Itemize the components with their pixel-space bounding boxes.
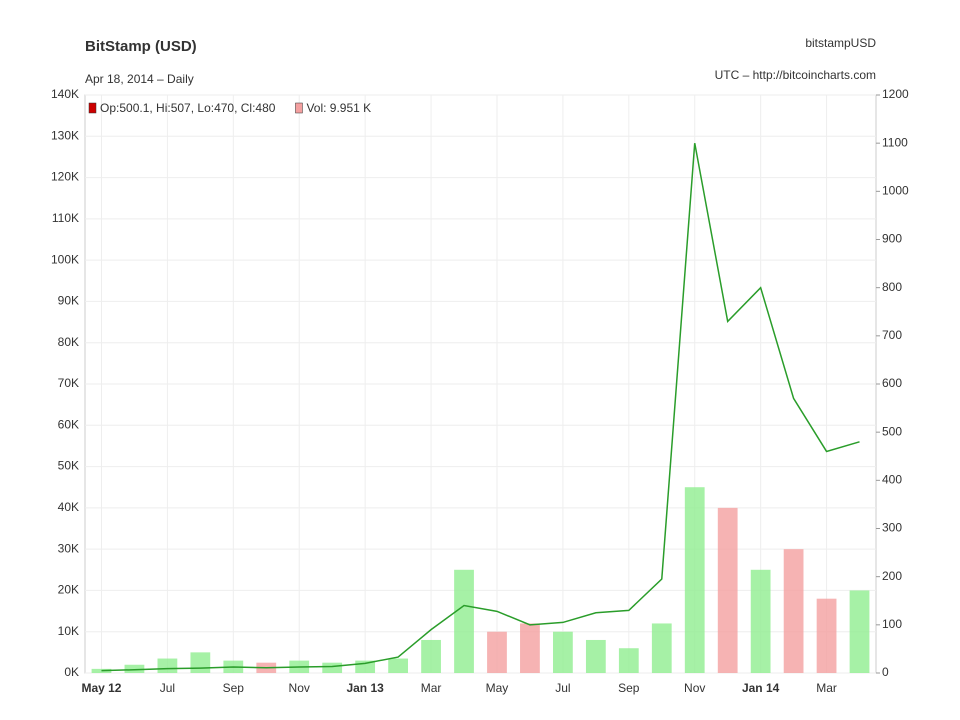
legend-label: Vol: 9.951 K — [306, 101, 371, 115]
y2-tick-label: 500 — [882, 424, 902, 438]
x-tick-label: Mar — [816, 681, 837, 695]
y-tick-label: 30K — [58, 541, 79, 555]
x-tick-label: Jul — [555, 681, 570, 695]
x-tick-label: Jan 14 — [742, 681, 780, 695]
volume-bar — [684, 487, 705, 673]
volume-bar — [651, 623, 672, 673]
volume-bar — [750, 569, 771, 673]
volume-bar — [91, 668, 112, 673]
y2-tick-label: 100 — [882, 617, 902, 631]
y2-tick-label: 600 — [882, 376, 902, 390]
volume-bar — [717, 507, 738, 673]
x-tick-label: Nov — [684, 681, 705, 695]
y2-tick-label: 300 — [882, 521, 902, 535]
x-tick-label: Nov — [289, 681, 310, 695]
y2-tick-label: 400 — [882, 473, 902, 487]
y-tick-label: 120K — [51, 170, 79, 184]
source: UTC – http://bitcoincharts.com — [715, 68, 876, 82]
price-line — [101, 143, 860, 672]
volume-bar — [322, 662, 343, 673]
volume-bar — [553, 631, 573, 673]
y-tick-label: 70K — [58, 376, 79, 390]
y2-tick-label: 800 — [882, 280, 902, 294]
x-tick-label: May — [486, 681, 509, 695]
y2-tick-label: 1000 — [882, 184, 909, 198]
y2-tick-label: 1100 — [882, 135, 908, 149]
y2-tick-label: 0 — [882, 665, 889, 679]
y2-tick-label: 200 — [882, 569, 902, 583]
y-tick-label: 10K — [58, 624, 79, 638]
volume-bar — [388, 658, 408, 673]
x-tick-label: Mar — [421, 681, 442, 695]
volume-bar — [585, 639, 606, 673]
y-tick-label: 110K — [52, 211, 79, 225]
y2-tick-label: 900 — [882, 232, 902, 246]
x-tick-label: Sep — [618, 681, 640, 695]
volume-bar — [816, 598, 837, 673]
legend-swatch — [295, 102, 303, 114]
x-tick-label: Jan 13 — [346, 681, 384, 695]
y2-tick-label: 700 — [882, 328, 902, 342]
legend-label: Op:500.1, Hi:507, Lo:470, Cl:480 — [100, 101, 276, 115]
volume-bar — [849, 590, 870, 673]
x-tick-label: May 12 — [81, 681, 121, 695]
y-tick-label: 80K — [58, 335, 79, 349]
volume-bar — [421, 639, 441, 673]
legend-swatch — [88, 102, 97, 114]
y-tick-label: 100K — [51, 252, 79, 266]
y-tick-label: 140K — [51, 87, 79, 101]
y2-tick-label: 1200 — [882, 87, 909, 101]
y-tick-label: 130K — [51, 128, 79, 142]
y-tick-label: 90K — [58, 294, 79, 308]
volume-bar — [783, 549, 804, 673]
y-tick-label: 60K — [58, 417, 79, 431]
y-tick-label: 50K — [58, 459, 79, 473]
chart-title: BitStamp (USD) — [85, 38, 197, 55]
volume-bar — [124, 664, 145, 673]
chart-subtitle: Apr 18, 2014 – Daily — [85, 72, 194, 86]
y-tick-label: 0K — [64, 665, 79, 679]
volume-bar — [520, 623, 540, 673]
volume-bar — [487, 631, 507, 673]
x-tick-label: Sep — [223, 681, 245, 695]
y-tick-label: 20K — [58, 583, 79, 597]
y-tick-label: 40K — [58, 500, 79, 514]
volume-bar — [157, 658, 178, 673]
volume-bar — [190, 652, 211, 673]
volume-bar — [454, 569, 474, 673]
volume-bar — [618, 648, 639, 673]
symbol: bitstampUSD — [805, 36, 876, 50]
x-tick-label: Jul — [160, 681, 175, 695]
